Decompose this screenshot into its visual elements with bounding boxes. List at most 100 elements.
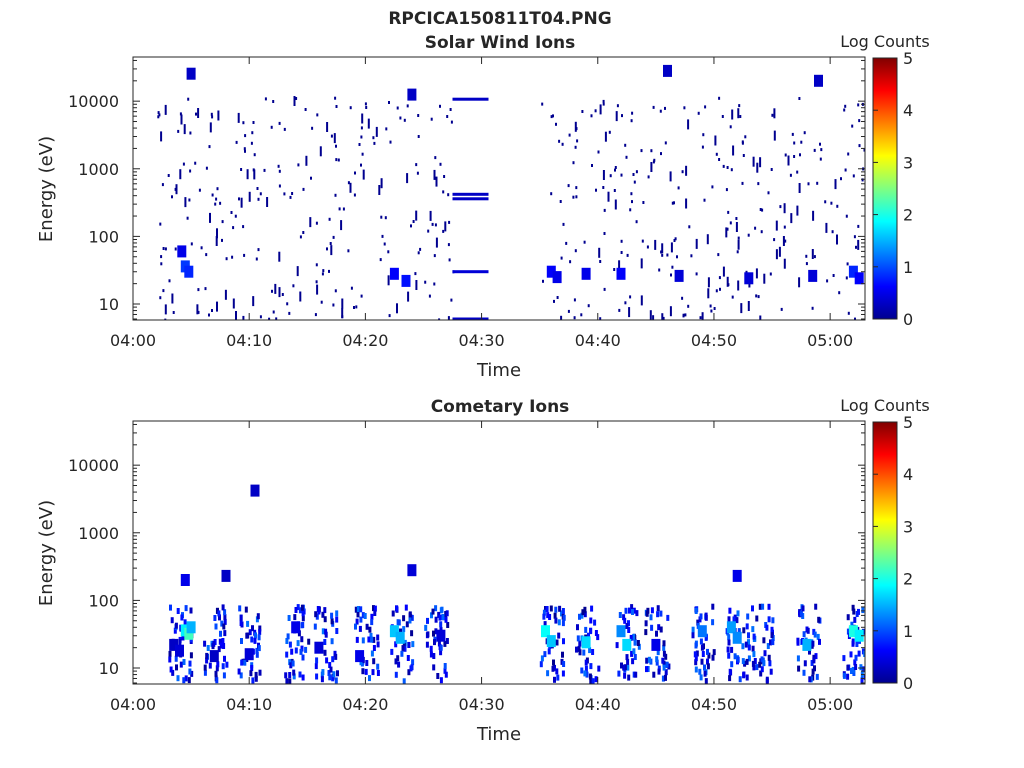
noise-cell: [623, 664, 627, 671]
noise-cell: [755, 615, 759, 622]
noise-cell: [251, 625, 254, 632]
noise-cell: [742, 671, 746, 678]
noise-cell: [660, 250, 663, 254]
noise-cell: [572, 161, 575, 165]
noise-cell: [328, 269, 330, 273]
noise-cell: [315, 673, 319, 680]
noise-cell: [757, 295, 760, 299]
noise-cell: [633, 654, 637, 660]
noise-cell: [857, 239, 860, 250]
noise-cell: [798, 610, 802, 617]
noise-cell: [206, 645, 210, 651]
noise-cell: [803, 131, 806, 135]
noise-cell: [801, 605, 805, 612]
noise-cell: [417, 251, 420, 255]
noise-cell: [735, 617, 739, 624]
noise-cell: [253, 169, 256, 180]
noise-cell: [633, 639, 637, 646]
noise-cell: [433, 254, 436, 258]
noise-cell: [641, 239, 644, 243]
noise-cell: [630, 604, 634, 611]
noise-cell: [589, 677, 593, 684]
noise-cell: [375, 126, 378, 137]
noise-cell: [730, 168, 733, 172]
noise-cell: [825, 222, 828, 233]
colorbar-tick-label: 5: [903, 413, 913, 432]
noise-cell: [727, 210, 730, 214]
noise-cell: [189, 169, 192, 173]
noise-cell: [632, 633, 636, 640]
noise-cell: [253, 637, 257, 644]
noise-cell: [182, 677, 186, 684]
noise-cell: [727, 652, 731, 659]
noise-cell: [711, 619, 715, 626]
noise-cell: [197, 310, 200, 314]
noise-cell: [773, 130, 776, 141]
heatmap-cell: [389, 625, 399, 638]
y-axis-cometary: 10 100 1000 10000: [68, 423, 865, 684]
noise-cell: [285, 638, 289, 644]
x-tick-label: 05:00: [807, 695, 853, 714]
noise-cell: [211, 309, 213, 312]
noise-cell: [315, 263, 318, 267]
noise-cell: [179, 112, 182, 116]
noise-cell: [327, 670, 331, 676]
noise-cell: [636, 640, 640, 646]
noise-cell: [632, 173, 635, 176]
noise-cell: [437, 640, 441, 647]
noise-cell: [213, 615, 217, 621]
noise-cell: [335, 610, 339, 617]
noise-cell: [160, 131, 163, 142]
noise-cell: [834, 179, 837, 190]
noise-cell: [640, 149, 643, 153]
noise-cell: [811, 640, 815, 647]
heatmap-cell: [808, 269, 818, 282]
noise-cell: [669, 306, 672, 317]
noise-cell: [796, 170, 799, 174]
noise-cell: [623, 672, 627, 679]
noise-cell: [654, 239, 657, 250]
noise-cell: [417, 135, 420, 138]
noise-cell: [225, 661, 229, 668]
noise-cell: [175, 664, 178, 671]
noise-cell: [360, 294, 363, 298]
noise-cell: [411, 641, 415, 648]
noise-cell: [313, 623, 317, 630]
heatmap-cell: [848, 265, 858, 278]
noise-cell: [602, 186, 605, 189]
noise-cell: [174, 655, 178, 662]
cells-cometary: [168, 484, 865, 684]
noise-cell: [168, 656, 172, 663]
noise-cell: [292, 284, 295, 288]
noise-cell: [203, 669, 207, 676]
noise-cell: [184, 197, 187, 208]
noise-cell: [850, 668, 853, 674]
noise-cell: [649, 614, 653, 621]
noise-cell: [755, 664, 759, 671]
noise-cell: [603, 287, 606, 291]
noise-cell: [602, 102, 605, 106]
y-tick-label: 10000: [68, 92, 119, 111]
noise-cell: [316, 606, 320, 612]
noise-cell: [430, 612, 433, 619]
noise-cell: [160, 255, 163, 259]
noise-cell: [189, 131, 192, 135]
noise-cell: [718, 276, 721, 280]
noise-cell: [591, 678, 595, 684]
noise-cell: [587, 632, 590, 639]
noise-cell: [433, 282, 436, 286]
noise-cell: [620, 251, 623, 254]
noise-cell: [852, 608, 856, 615]
noise-cell: [706, 663, 710, 670]
noise-cell: [342, 207, 345, 211]
noise-cell: [410, 664, 414, 671]
noise-cell: [250, 636, 254, 643]
noise-cell: [379, 258, 382, 262]
noise-cell: [547, 648, 551, 655]
noise-cell: [349, 106, 352, 110]
noise-cell: [844, 104, 847, 108]
noise-cell: [697, 111, 700, 115]
noise-cell: [851, 124, 854, 128]
noise-cell: [561, 651, 564, 658]
noise-cell: [160, 262, 163, 266]
